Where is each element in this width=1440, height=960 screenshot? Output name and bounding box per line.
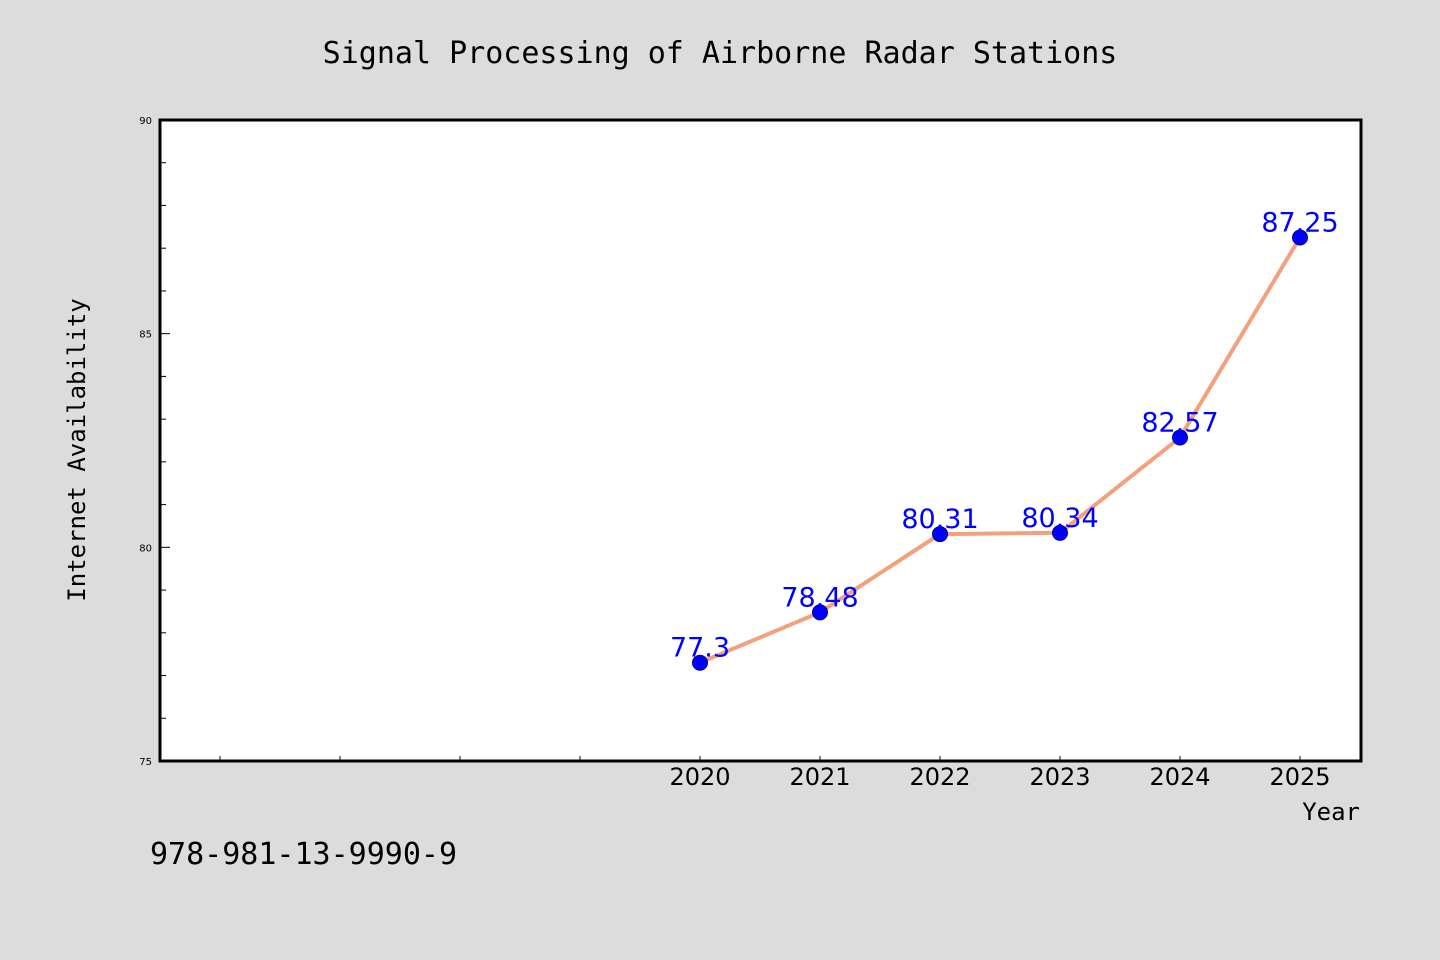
x-tick-label: 2025	[1269, 763, 1330, 791]
y-tick-label: 80	[139, 543, 152, 554]
y-axis-label: Internet Availability	[63, 298, 91, 601]
plot-area	[160, 120, 1361, 761]
y-tick-label: 85	[139, 330, 152, 341]
x-tick-label: 2022	[909, 763, 970, 791]
chart-title: Signal Processing of Airborne Radar Stat…	[323, 36, 1118, 71]
x-tick-label: 2023	[1029, 763, 1090, 791]
data-point	[1172, 429, 1188, 446]
data-label: 80.34	[1021, 503, 1098, 534]
x-axis-ticks: 2020 2021 2022 2023 2024 2025	[219, 756, 1331, 791]
series-layer: 77.3 78.48 80.31 80.34 82.57 87.25	[670, 208, 1339, 671]
x-tick-label: 2024	[1149, 763, 1210, 791]
data-label: 78.48	[781, 582, 858, 613]
data-label: 82.57	[1141, 408, 1218, 439]
x-axis-label: Year	[1302, 798, 1360, 826]
y-tick-label: 90	[139, 116, 152, 127]
series-line	[699, 236, 1302, 665]
data-point	[932, 526, 948, 543]
data-point	[1052, 524, 1068, 541]
data-label: 87.25	[1261, 208, 1338, 239]
data-point	[812, 604, 828, 621]
y-tick-label: 75	[139, 757, 152, 768]
data-point	[692, 654, 708, 671]
data-label: 77.3	[670, 633, 730, 664]
x-tick-label: 2020	[669, 763, 730, 791]
isbn-text: 978-981-13-9990-9	[150, 837, 457, 872]
data-label: 80.31	[901, 504, 978, 535]
x-tick-label: 2021	[789, 763, 850, 791]
data-point	[1292, 229, 1308, 246]
plot-frame	[158, 118, 1363, 763]
